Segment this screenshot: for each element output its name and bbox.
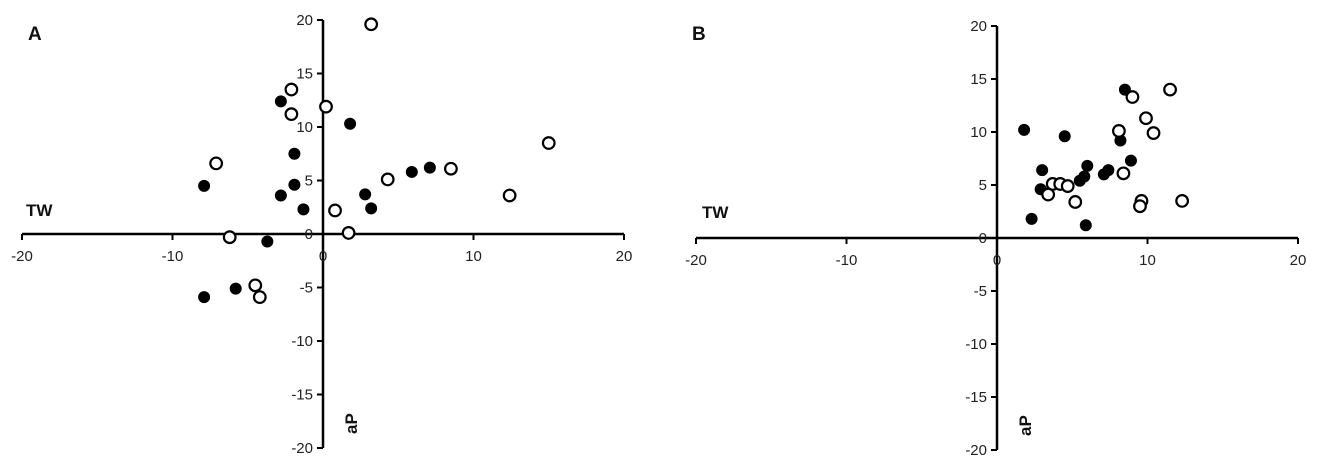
open-point	[364, 17, 379, 32]
open-point	[1125, 90, 1140, 104]
filled-point	[1036, 164, 1049, 177]
x-tick-label: 20	[616, 248, 633, 265]
filled-point	[1058, 130, 1071, 143]
open-point	[252, 290, 267, 305]
filled-point	[261, 235, 274, 248]
x-tick-label: 20	[1290, 252, 1307, 269]
filled-point	[1081, 159, 1094, 172]
open-point	[1112, 124, 1126, 138]
panel-b: -20 -10 0 10 20 20 15 10 5 0 -5 -10 -15 -20 B TW aP	[685, 18, 1306, 456]
open-point	[1133, 199, 1147, 214]
y-tick-label: -20	[965, 442, 987, 456]
y-tick-label: 5	[979, 177, 987, 194]
y-tick-label: -5	[974, 283, 987, 300]
x-tick-label: -10	[836, 252, 858, 269]
x-tick-label: -10	[162, 248, 184, 265]
open-point	[341, 226, 356, 240]
x-tick-label: 10	[1139, 252, 1156, 269]
y-tick-label: 5	[305, 173, 313, 190]
filled-point	[1097, 168, 1110, 181]
open-point	[1041, 187, 1056, 202]
x-tick-label: -20	[11, 248, 33, 265]
open-point	[248, 278, 263, 293]
panel-a: -20 -10 0 10 20 20 15 10 5 0 -5 -10 -15 -20 A TW aP	[11, 12, 632, 456]
y-tick-label: -15	[965, 389, 987, 406]
y-tick-label: 0	[305, 226, 313, 243]
filled-point	[229, 282, 242, 295]
y-tick-label: -15	[291, 387, 313, 404]
panel-label: A	[28, 24, 42, 45]
x-tick-label: 0	[319, 248, 327, 265]
y-tick-label: 10	[970, 124, 987, 141]
filled-point	[423, 161, 436, 174]
y-tick-label: -10	[291, 333, 313, 350]
y-tick-label: -5	[300, 280, 313, 297]
filled-point	[344, 117, 357, 130]
y-tick-label: -20	[291, 440, 313, 456]
open-point	[1116, 166, 1131, 181]
filled-point	[288, 178, 301, 191]
open-point	[209, 156, 224, 171]
open-point	[1146, 126, 1161, 140]
open-point	[444, 161, 458, 176]
panel-label: B	[692, 24, 706, 45]
y-tick-label: 15	[296, 66, 313, 83]
filled-point	[274, 189, 287, 202]
filled-point	[288, 147, 301, 160]
filled-point	[1018, 123, 1031, 136]
filled-point	[1025, 212, 1038, 225]
x-tick-label: 10	[465, 248, 482, 265]
y-tick-label: 10	[296, 119, 313, 136]
open-point	[222, 230, 237, 245]
open-point	[1163, 82, 1177, 97]
open-point	[328, 203, 342, 218]
open-point	[1060, 179, 1075, 193]
y-axis-title: aP	[1016, 415, 1035, 436]
open-point	[1068, 195, 1083, 209]
open-point	[284, 107, 299, 122]
filled-point	[1078, 170, 1091, 183]
x-tick-label: 0	[993, 252, 1001, 269]
filled-point	[274, 95, 287, 108]
y-tick-label: 20	[970, 18, 987, 35]
y-axis-title: aP	[342, 413, 361, 434]
x-tick-label: -20	[685, 252, 707, 269]
filled-point	[1124, 154, 1137, 167]
y-tick-label: 0	[979, 230, 987, 247]
open-point	[1175, 193, 1190, 208]
y-tick-label: 20	[296, 12, 313, 29]
x-axis-title: TW	[26, 201, 53, 220]
open-point	[541, 136, 556, 150]
filled-point	[365, 202, 378, 215]
filled-point	[405, 165, 418, 178]
open-point	[380, 172, 395, 187]
x-axis-title: TW	[702, 203, 729, 222]
filled-point	[1079, 219, 1092, 232]
open-point	[319, 99, 333, 114]
filled-point	[297, 203, 310, 216]
open-point	[1139, 111, 1153, 126]
open-point	[284, 82, 299, 97]
y-tick-label: 15	[970, 71, 987, 88]
filled-point	[198, 291, 211, 304]
y-tick-label: -10	[965, 336, 987, 353]
filled-point	[359, 188, 372, 201]
filled-point	[198, 179, 211, 192]
open-point	[502, 188, 517, 203]
